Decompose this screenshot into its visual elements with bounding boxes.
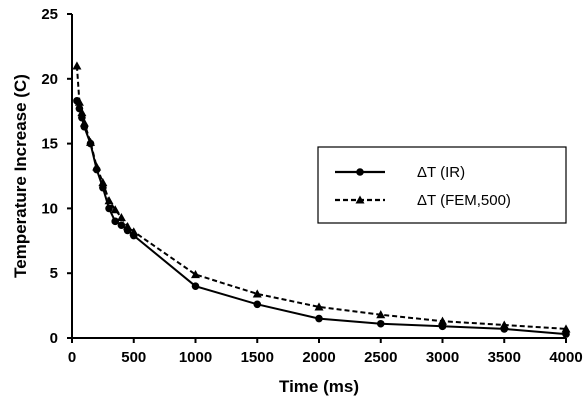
data-point-fem: [77, 107, 87, 117]
data-point-fem: [74, 97, 84, 106]
data-point-fem: [92, 162, 102, 171]
data-point-ir: [111, 217, 120, 226]
data-point-fem: [123, 222, 133, 231]
legend-label-fem: ΔT (FEM,500): [417, 192, 511, 209]
y-tick-label: 25: [41, 6, 58, 23]
data-point-fem: [376, 310, 386, 319]
data-point-fem: [72, 61, 82, 70]
data-point-fem: [110, 205, 120, 214]
plot-area: [72, 61, 571, 338]
x-tick-label: 2000: [302, 349, 335, 366]
data-point-ir: [376, 319, 385, 328]
data-point-ir: [315, 314, 323, 323]
data-point-fem: [438, 316, 447, 325]
legend: ΔT (IR) ΔT (FEM,500): [317, 146, 567, 224]
legend-box: [317, 146, 567, 224]
x-ticks: 0 500 1000 1500 2000 2500 3000 3500 4000: [68, 338, 583, 366]
y-tick-label: 15: [41, 136, 58, 153]
data-point-fem: [191, 269, 200, 279]
x-tick-label: 3000: [426, 349, 459, 366]
y-tick-label: 20: [41, 71, 58, 88]
x-axis-title: Time (ms): [279, 377, 359, 396]
data-point-fem: [129, 227, 139, 236]
y-tick-label: 5: [50, 265, 58, 282]
legend-label-ir: ΔT (IR): [417, 164, 465, 181]
data-point-ir: [105, 204, 113, 213]
data-point-fem: [252, 289, 262, 298]
data-point-fem: [561, 324, 571, 333]
y-tick-label: 0: [50, 330, 58, 347]
data-point-fem: [104, 196, 114, 205]
x-tick-label: 2500: [364, 349, 397, 366]
legend-marker-ir: [356, 168, 364, 176]
data-point-ir: [253, 300, 262, 309]
x-tick-label: 500: [121, 349, 146, 366]
data-point-fem: [86, 137, 96, 146]
legend-marker-fem: [355, 195, 365, 204]
data-point-ir: [191, 282, 200, 290]
x-tick-label: 3500: [488, 349, 521, 366]
x-tick-label: 1500: [241, 349, 274, 366]
x-tick-label: 0: [68, 349, 76, 366]
data-point-fem: [79, 118, 89, 127]
y-axis-title: Temperature Increase (C): [11, 74, 30, 278]
data-point-fem: [314, 302, 324, 311]
y-tick-label: 10: [41, 200, 58, 217]
y-ticks: 0 5 10 15 20 25: [41, 6, 72, 347]
data-point-fem: [116, 212, 126, 222]
data-point-ir: [117, 221, 126, 230]
x-tick-label: 4000: [549, 349, 582, 366]
data-point-fem: [98, 177, 108, 187]
data-point-fem: [499, 320, 509, 329]
x-tick-label: 1000: [179, 349, 212, 366]
